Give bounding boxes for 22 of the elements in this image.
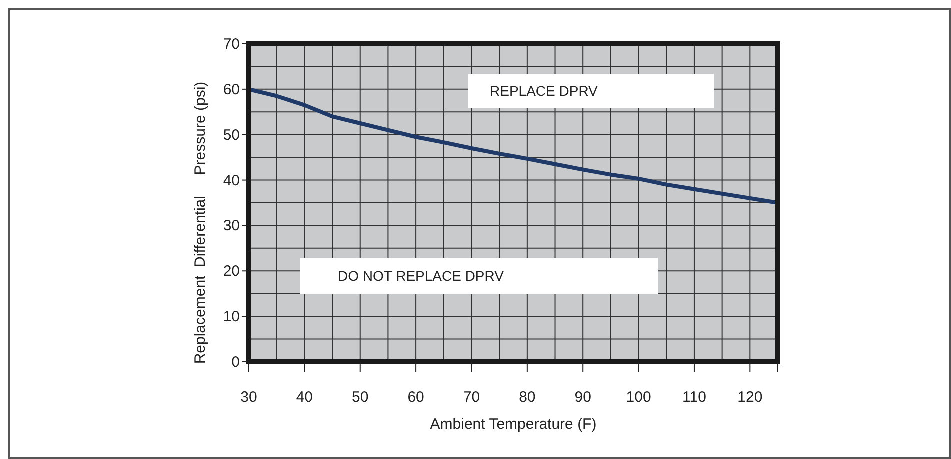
y-tick-label: 60: [223, 81, 240, 98]
x-axis-title: Ambient Temperature (F): [430, 416, 597, 433]
x-tick-label: 110: [682, 389, 706, 406]
x-tick-label: 30: [240, 389, 258, 406]
y-tick-label: 20: [223, 263, 240, 280]
y-tick-label: 10: [223, 308, 240, 326]
y-tick-label: 40: [223, 172, 240, 190]
x-tick-label: 50: [352, 389, 369, 406]
x-tick-label: 120: [738, 389, 763, 406]
x-tick-label: 80: [519, 389, 536, 406]
x-tick-label: 40: [296, 389, 314, 406]
x-tick-label: 60: [408, 389, 424, 406]
y-tick-label: 70: [223, 36, 240, 53]
annotation: REPLACE DPRV: [490, 83, 599, 99]
y-axis-title: Replacement Differential Pressure (psi): [192, 82, 209, 364]
y-tick-label: 0: [232, 354, 240, 371]
annotation: DO NOT REPLACE DPRV: [338, 268, 505, 284]
y-tick-label: 50: [223, 126, 240, 144]
x-tick-label: 100: [626, 389, 652, 406]
x-tick-label: 70: [463, 389, 480, 406]
x-tick-label: 90: [574, 389, 592, 406]
y-tick-label: 30: [223, 218, 240, 235]
